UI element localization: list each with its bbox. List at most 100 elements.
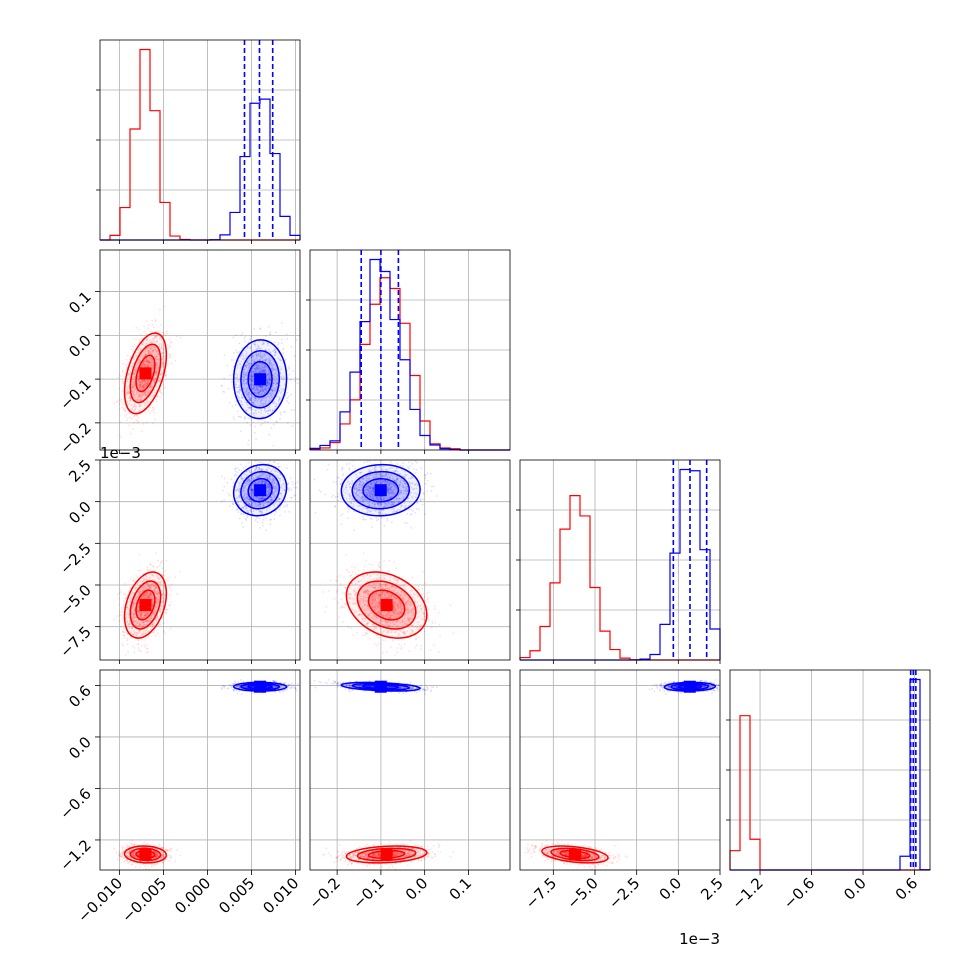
scatter-point (273, 348, 276, 351)
scatter-point (238, 497, 241, 499)
scatter-point (144, 353, 147, 356)
scatter-point (149, 591, 152, 594)
scatter-point (368, 637, 371, 640)
scatter-point (127, 651, 130, 654)
scatter-point (262, 468, 265, 471)
scatter-point (142, 343, 145, 346)
scatter-point (253, 396, 256, 398)
scatter-point (278, 508, 281, 511)
panel-2-0 (100, 460, 300, 660)
scatter-point (264, 358, 267, 361)
scatter-point (252, 412, 255, 415)
scatter-point (264, 370, 267, 373)
scatter-point (251, 503, 254, 506)
scatter-point (240, 396, 243, 399)
scatter-point (364, 620, 367, 623)
scatter-point (132, 421, 135, 424)
scatter-point (273, 493, 276, 496)
scatter-point (130, 593, 133, 596)
scatter-point (145, 332, 148, 335)
scatter-point (261, 385, 264, 388)
scatter-point (250, 377, 253, 380)
scatter-point (266, 485, 269, 488)
scatter-point (139, 396, 142, 399)
scatter-point (120, 625, 122, 628)
scatter-point (273, 389, 276, 392)
scatter-point (278, 498, 281, 500)
scatter-point (146, 618, 149, 621)
scatter-point (157, 379, 160, 382)
scatter-point (267, 486, 270, 489)
scatter-point (140, 386, 143, 388)
contour-line (135, 589, 156, 621)
scatter-point (146, 569, 149, 572)
scatter-point (258, 475, 260, 478)
scatter-point (134, 395, 137, 397)
scatter-point (408, 618, 410, 621)
scatter-point (393, 612, 396, 615)
scatter-point (246, 387, 249, 390)
scatter-point (258, 371, 260, 374)
scatter-point (259, 404, 261, 407)
scatter-point (143, 623, 146, 626)
scatter-point (302, 373, 304, 375)
scatter-point (128, 424, 130, 427)
scatter-point (257, 385, 260, 388)
scatter-point (157, 380, 160, 382)
scatter-point (150, 345, 153, 348)
scatter-point (146, 383, 149, 385)
scatter-point (358, 581, 360, 583)
scatter-point (278, 398, 281, 401)
scatter-point (158, 390, 161, 393)
scatter-point (252, 421, 255, 424)
scatter-point (252, 360, 255, 363)
scatter-point (242, 358, 245, 361)
scatter-point (301, 496, 303, 498)
scatter-point (160, 605, 163, 608)
scatter-point (139, 384, 142, 387)
scatter-point (144, 353, 147, 356)
scatter-point (263, 392, 266, 394)
scatter-point (265, 468, 268, 471)
scatter-point (156, 602, 159, 605)
scatter-point (269, 361, 271, 364)
scatter-point (143, 646, 146, 648)
scatter-point (147, 365, 149, 368)
scatter-point (142, 594, 145, 597)
scatter-point (139, 614, 142, 617)
scatter-point (147, 620, 150, 623)
scatter-point (269, 496, 272, 499)
scatter-point (256, 505, 259, 508)
scatter-point (140, 610, 142, 613)
scatter-point (159, 581, 161, 584)
scatter-panel-2-0 (113, 460, 303, 656)
scatter-point (268, 348, 271, 351)
scatter-point (142, 361, 145, 364)
scatter-point (145, 382, 148, 385)
scatter-point (222, 489, 224, 492)
scatter-point (159, 336, 162, 338)
scatter-point (165, 611, 168, 614)
scatter-point (155, 619, 157, 622)
scatter-point (144, 595, 147, 598)
scatter-point (247, 509, 249, 512)
scatter-point (138, 340, 141, 343)
scatter-point (118, 603, 121, 606)
scatter-point (255, 497, 258, 500)
scatter-point (160, 605, 162, 607)
scatter-point (244, 493, 247, 496)
scatter-point (139, 394, 141, 397)
scatter-point (287, 402, 290, 405)
scatter-point (132, 605, 134, 608)
scatter-point (288, 510, 290, 513)
scatter-point (251, 354, 254, 357)
scatter-point (260, 399, 263, 401)
scatter-point (128, 403, 131, 405)
contour-line (123, 571, 168, 639)
scatter-point (151, 612, 154, 615)
scatter-point (146, 620, 148, 623)
scatter-point (282, 505, 285, 508)
scatter-point (132, 409, 135, 412)
scatter-point (124, 597, 126, 600)
scatter-point (152, 338, 154, 340)
